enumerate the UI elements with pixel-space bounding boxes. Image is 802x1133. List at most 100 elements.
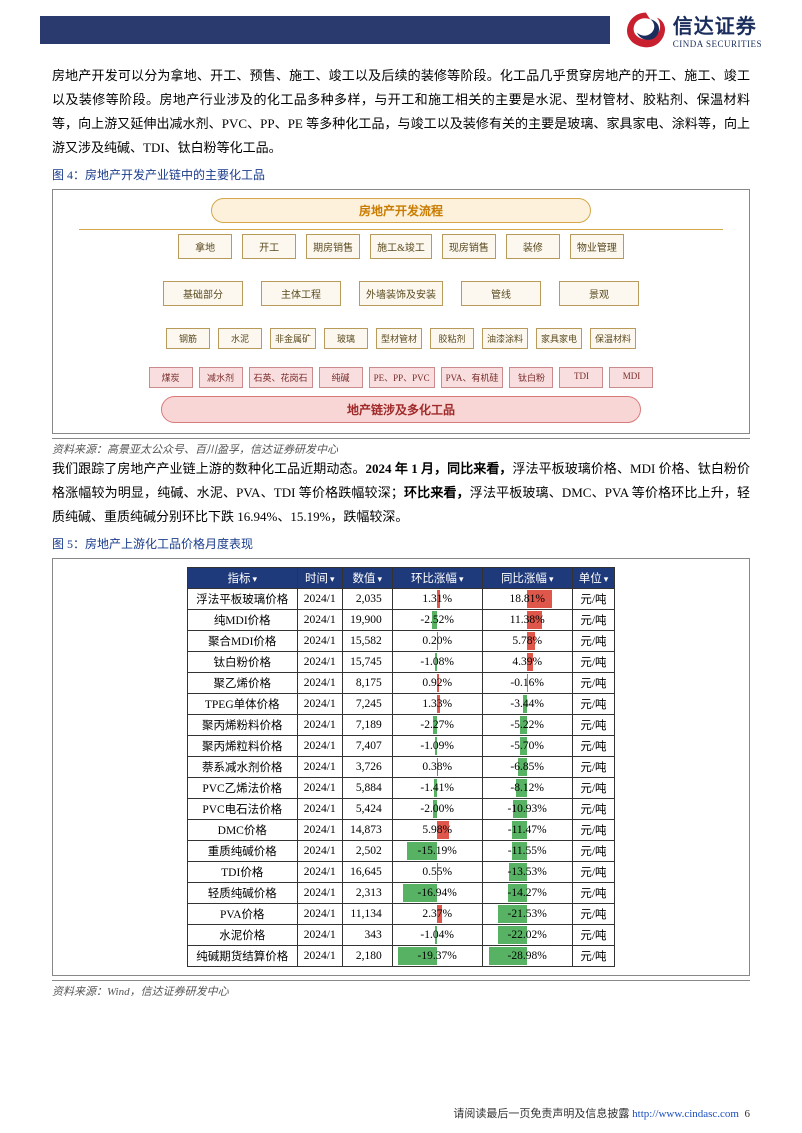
table-cell: 2.37%	[392, 904, 482, 925]
logo-text-en: CINDA SECURITIES	[673, 39, 762, 49]
table-cell: 0.92%	[392, 673, 482, 694]
table-header[interactable]: 环比涨幅▾	[392, 568, 482, 589]
table-header[interactable]: 单位▾	[572, 568, 615, 589]
table-cell: 元/吨	[572, 925, 615, 946]
table-header-row: 指标▾时间▾数值▾环比涨幅▾同比涨幅▾单位▾	[187, 568, 614, 589]
table-cell: -1.09%	[392, 736, 482, 757]
table-cell: 0.20%	[392, 631, 482, 652]
table-cell: 1.33%	[392, 694, 482, 715]
flowchart-row-3: 钢筋水泥非金属矿玻璃型材管材胶粘剂油漆涂料家具家电保温材料	[59, 328, 743, 349]
table-cell: 纯碱期货结算价格	[187, 946, 297, 967]
table-cell: 8,175	[342, 673, 392, 694]
flowchart-node: 家具家电	[536, 328, 582, 349]
figure-5-source: 资料来源：Wind，信达证券研发中心	[52, 980, 750, 999]
flowchart-node: PVA、有机硅	[441, 367, 504, 388]
table-cell: 2024/1	[297, 652, 342, 673]
flowchart-node: 施工&竣工	[370, 234, 432, 259]
table-cell: 元/吨	[572, 694, 615, 715]
table-cell: -1.08%	[392, 652, 482, 673]
table-cell: 元/吨	[572, 736, 615, 757]
table-cell: -5.22%	[482, 715, 572, 736]
table-cell: 元/吨	[572, 904, 615, 925]
table-cell: 2,502	[342, 841, 392, 862]
table-cell: 2024/1	[297, 736, 342, 757]
table-cell: -14.27%	[482, 883, 572, 904]
table-cell: 1.31%	[392, 589, 482, 610]
table-header[interactable]: 指标▾	[187, 568, 297, 589]
figure-4-title: 图 4：房地产开发产业链中的主要化工品	[52, 166, 750, 183]
logo-swirl-icon	[625, 11, 667, 49]
figure-5-table-wrap: 指标▾时间▾数值▾环比涨幅▾同比涨幅▾单位▾ 浮法平板玻璃价格2024/12,0…	[52, 558, 750, 976]
table-cell: -8.12%	[482, 778, 572, 799]
table-row: 聚乙烯价格2024/18,1750.92%-0.16%元/吨	[187, 673, 614, 694]
table-row: 水泥价格2024/1343-1.04%-22.02%元/吨	[187, 925, 614, 946]
table-cell: 重质纯碱价格	[187, 841, 297, 862]
table-cell: -1.41%	[392, 778, 482, 799]
table-cell: -3.44%	[482, 694, 572, 715]
footer-link[interactable]: http://www.cindasc.com	[632, 1108, 739, 1120]
flowchart-node: 钢筋	[166, 328, 210, 349]
flowchart-node: 玻璃	[324, 328, 368, 349]
table-cell: 7,245	[342, 694, 392, 715]
table-header[interactable]: 时间▾	[297, 568, 342, 589]
table-cell: PVC电石法价格	[187, 799, 297, 820]
table-cell: -15.19%	[392, 841, 482, 862]
table-row: 轻质纯碱价格2024/12,313-16.94%-14.27%元/吨	[187, 883, 614, 904]
flowchart-node: 主体工程	[261, 281, 341, 306]
table-cell: 轻质纯碱价格	[187, 883, 297, 904]
company-logo: 信达证券 CINDA SECURITIES	[625, 10, 762, 49]
table-cell: 2024/1	[297, 589, 342, 610]
flowchart-node: 景观	[559, 281, 639, 306]
table-cell: 元/吨	[572, 778, 615, 799]
table-cell: -2.27%	[392, 715, 482, 736]
table-cell: 2024/1	[297, 862, 342, 883]
flowchart-node: 型材管材	[376, 328, 422, 349]
flowchart-node: 水泥	[218, 328, 262, 349]
table-cell: 7,407	[342, 736, 392, 757]
table-cell: -2.00%	[392, 799, 482, 820]
table-cell: -22.02%	[482, 925, 572, 946]
table-cell: 元/吨	[572, 715, 615, 736]
flowchart-node: 管线	[461, 281, 541, 306]
table-cell: 元/吨	[572, 862, 615, 883]
table-row: PVA价格2024/111,1342.37%-21.53%元/吨	[187, 904, 614, 925]
p2-d: 环比来看，	[404, 485, 470, 500]
table-row: TDI价格2024/116,6450.55%-13.53%元/吨	[187, 862, 614, 883]
table-cell: 聚丙烯粒料价格	[187, 736, 297, 757]
table-header[interactable]: 数值▾	[342, 568, 392, 589]
table-cell: 2024/1	[297, 841, 342, 862]
table-cell: 元/吨	[572, 883, 615, 904]
table-row: 聚合MDI价格2024/115,5820.20%5.78%元/吨	[187, 631, 614, 652]
table-cell: 2,180	[342, 946, 392, 967]
table-cell: 5,884	[342, 778, 392, 799]
figure-4-flowchart: 房地产开发流程 拿地开工期房销售施工&竣工现房销售装修物业管理 基础部分主体工程…	[52, 189, 750, 434]
table-cell: 19,900	[342, 610, 392, 631]
flowchart-node: 钛白粉	[509, 367, 553, 388]
table-cell: 元/吨	[572, 946, 615, 967]
table-row: 纯MDI价格2024/119,900-2.52%11.38%元/吨	[187, 610, 614, 631]
table-cell: 11,134	[342, 904, 392, 925]
flowchart-node: 现房销售	[442, 234, 496, 259]
table-cell: 水泥价格	[187, 925, 297, 946]
footer-page-num: 6	[745, 1108, 751, 1120]
table-cell: 元/吨	[572, 673, 615, 694]
flowchart-node: PE、PP、PVC	[369, 367, 435, 388]
table-cell: 2,313	[342, 883, 392, 904]
table-cell: DMC价格	[187, 820, 297, 841]
table-cell: 15,745	[342, 652, 392, 673]
flowchart-node: 期房销售	[306, 234, 360, 259]
table-cell: 元/吨	[572, 799, 615, 820]
table-cell: 2024/1	[297, 925, 342, 946]
table-cell: 2024/1	[297, 757, 342, 778]
table-header[interactable]: 同比涨幅▾	[482, 568, 572, 589]
table-cell: -11.55%	[482, 841, 572, 862]
table-row: 聚丙烯粒料价格2024/17,407-1.09%-5.70%元/吨	[187, 736, 614, 757]
table-cell: -10.93%	[482, 799, 572, 820]
table-cell: 聚合MDI价格	[187, 631, 297, 652]
table-cell: 3,726	[342, 757, 392, 778]
table-cell: 7,189	[342, 715, 392, 736]
table-cell: 萘系减水剂价格	[187, 757, 297, 778]
figure-5-title: 图 5：房地产上游化工品价格月度表现	[52, 535, 750, 552]
logo-text-cn: 信达证券	[673, 10, 762, 39]
table-row: PVC电石法价格2024/15,424-2.00%-10.93%元/吨	[187, 799, 614, 820]
